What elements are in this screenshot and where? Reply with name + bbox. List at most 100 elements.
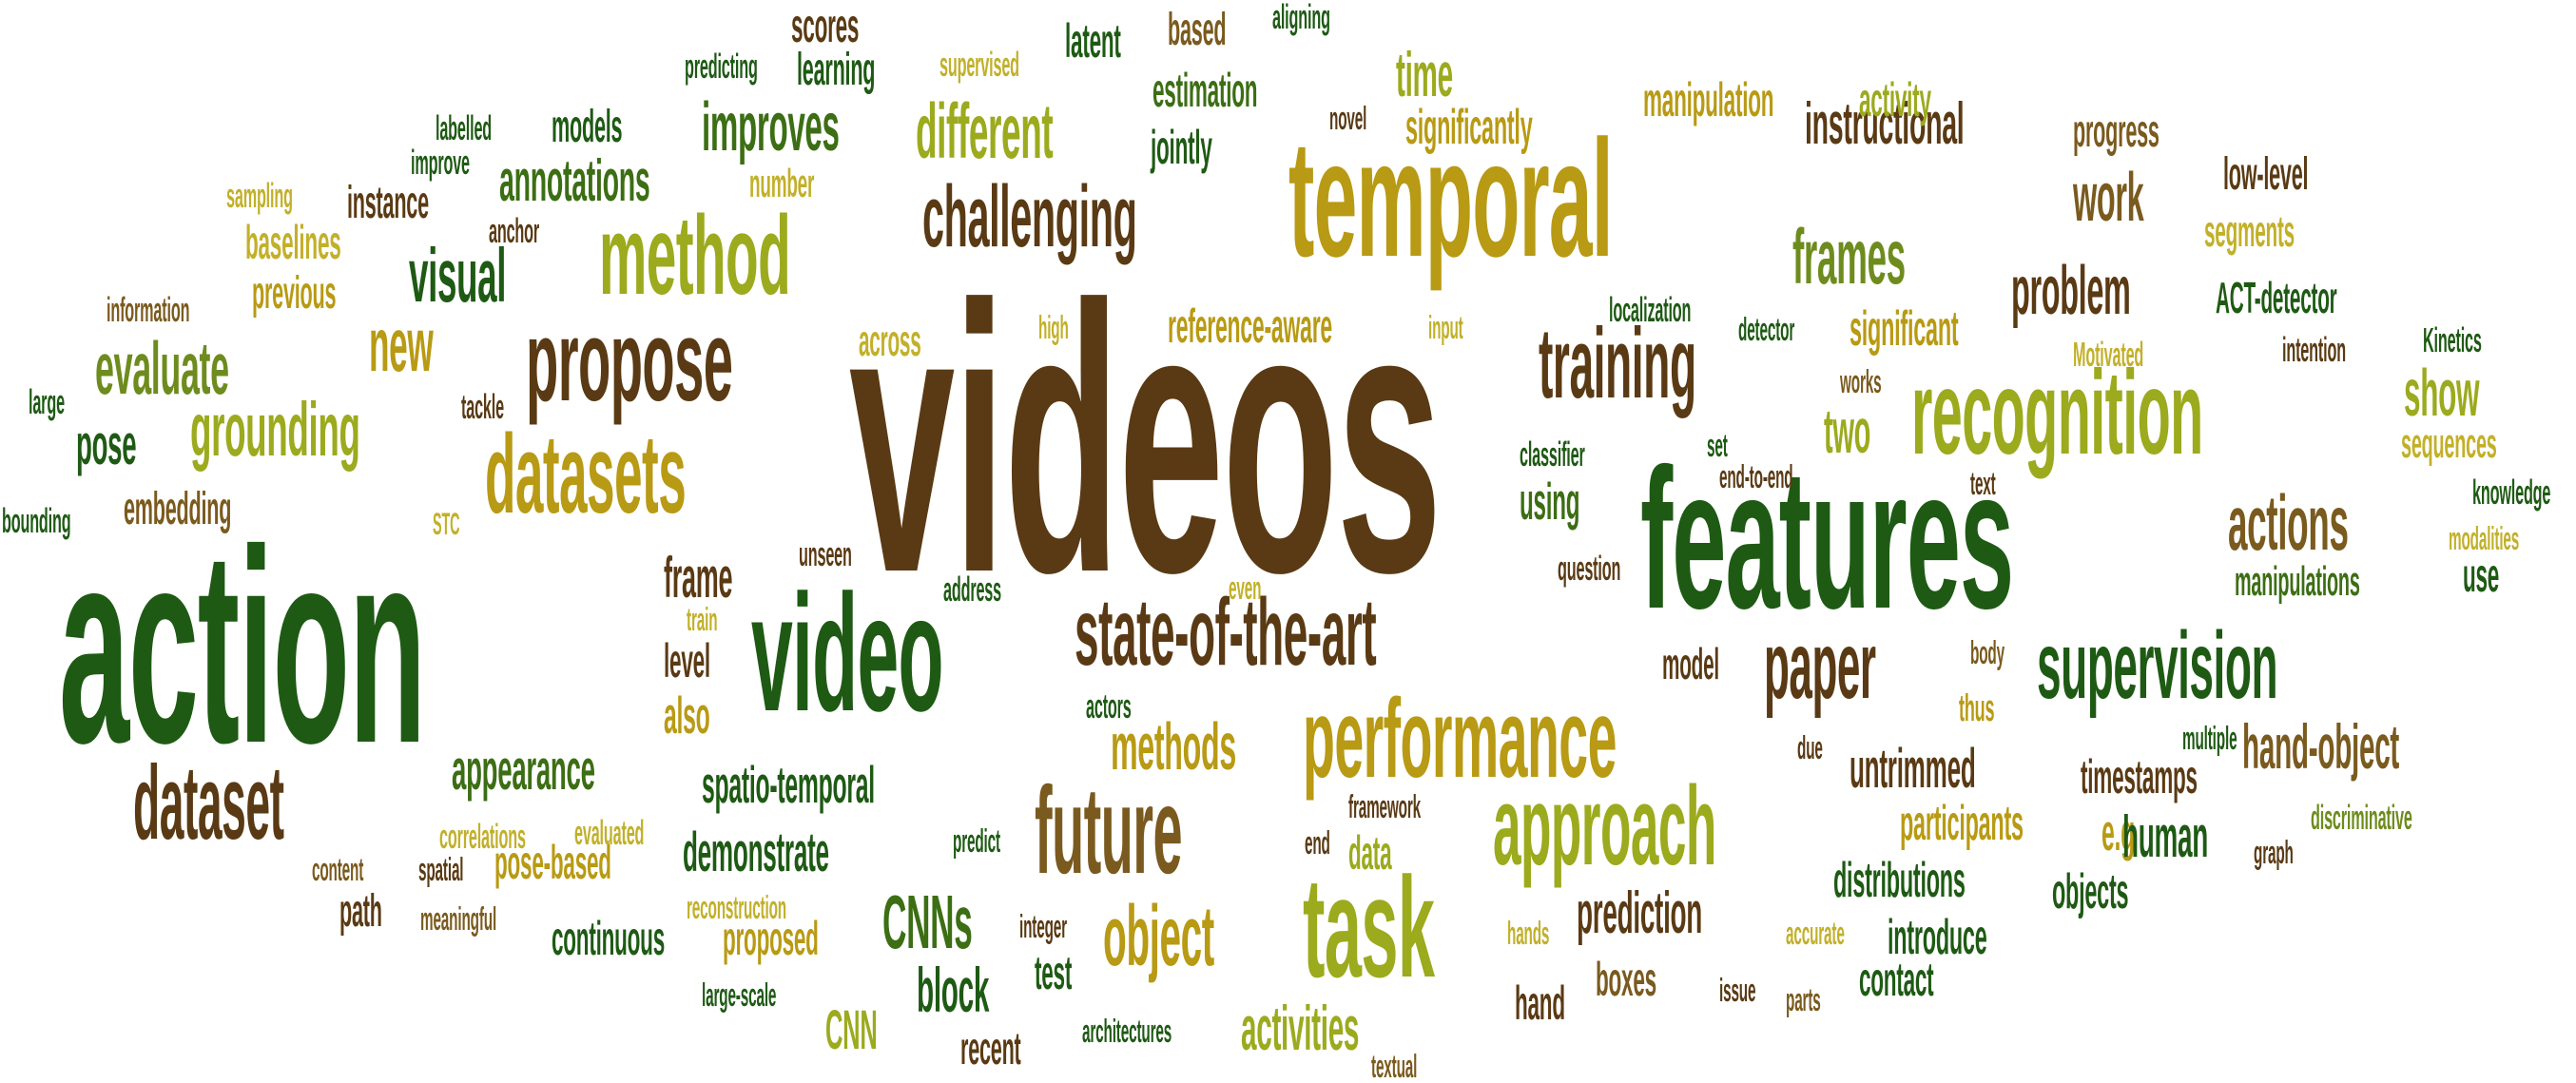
word-action: action bbox=[59, 493, 426, 801]
word-show: show bbox=[2404, 356, 2480, 430]
word-modalities: modalities bbox=[2449, 521, 2520, 557]
word-body: body bbox=[1970, 635, 2005, 671]
word-spatio-temporal: spatio-temporal bbox=[702, 755, 875, 814]
word-novel: novel bbox=[1329, 101, 1367, 137]
word-low-level: low-level bbox=[2223, 149, 2309, 200]
word-framework: framework bbox=[1348, 789, 1422, 825]
word-predict: predict bbox=[953, 823, 1000, 860]
word-introduce: introduce bbox=[1888, 910, 1987, 965]
word-multiple: multiple bbox=[2182, 721, 2237, 757]
word-untrimmed: untrimmed bbox=[1850, 738, 1976, 800]
word-cnn: CNN bbox=[825, 999, 878, 1061]
word-approach: approach bbox=[1493, 764, 1716, 889]
word-hand: hand bbox=[1515, 977, 1565, 1030]
word-level: level bbox=[664, 634, 710, 687]
word-information: information bbox=[107, 290, 190, 329]
word-learning: learning bbox=[797, 45, 876, 95]
word-activity: activity bbox=[1859, 73, 1931, 126]
word-model: model bbox=[1662, 639, 1719, 688]
word-labelled: labelled bbox=[436, 108, 493, 147]
word-appearance: appearance bbox=[452, 738, 595, 802]
word-grounding: grounding bbox=[190, 387, 360, 472]
word-kinetics: Kinetics bbox=[2423, 320, 2482, 359]
word-human: human bbox=[2122, 804, 2209, 870]
word-participants: participants bbox=[1900, 796, 2024, 851]
word-reconstruction: reconstruction bbox=[687, 890, 786, 926]
word-issue: issue bbox=[1719, 973, 1756, 1009]
word-models: models bbox=[552, 102, 623, 152]
word-continuous: continuous bbox=[552, 912, 665, 965]
word-pose: pose bbox=[76, 413, 137, 476]
word-motivated: Motivated bbox=[2073, 335, 2144, 374]
word-annotations: annotations bbox=[499, 148, 650, 214]
word-state-of-the-art: state-of-the-art bbox=[1075, 579, 1377, 686]
word-features: features bbox=[1640, 427, 2014, 650]
word-parts: parts bbox=[1786, 982, 1821, 1018]
word-thus: thus bbox=[1959, 687, 1995, 729]
word-cnns: CNNs bbox=[882, 880, 973, 964]
word-unseen: unseen bbox=[799, 534, 852, 573]
word-evaluated: evaluated bbox=[574, 813, 645, 852]
word-datasets: datasets bbox=[485, 412, 687, 537]
word-methods: methods bbox=[1111, 709, 1236, 783]
word-knowledge: knowledge bbox=[2472, 473, 2551, 512]
word-across: across bbox=[859, 316, 921, 365]
word-objects: objects bbox=[2052, 864, 2129, 919]
word-propose: propose bbox=[526, 296, 733, 425]
word-high: high bbox=[1038, 310, 1069, 346]
word-sampling: sampling bbox=[226, 176, 293, 215]
word-bounding: bounding bbox=[2, 501, 71, 540]
word-use: use bbox=[2463, 549, 2500, 602]
word-training: training bbox=[1539, 308, 1696, 419]
word-graph: graph bbox=[2254, 835, 2294, 871]
word-also: also bbox=[664, 686, 710, 745]
word-instance: instance bbox=[347, 178, 429, 228]
word-contact: contact bbox=[1859, 953, 1934, 1006]
word-input: input bbox=[1428, 310, 1463, 346]
word-boxes: boxes bbox=[1596, 953, 1656, 1006]
word-hand-object: hand-object bbox=[2242, 711, 2400, 782]
word-improves: improves bbox=[702, 89, 840, 165]
word-baselines: baselines bbox=[245, 216, 341, 269]
word-tackle: tackle bbox=[461, 387, 504, 426]
word-predicting: predicting bbox=[685, 47, 758, 86]
word-video: video bbox=[751, 561, 944, 746]
word-actions: actions bbox=[2228, 480, 2349, 567]
word-large-scale: large-scale bbox=[702, 977, 777, 1014]
word-challenging: challenging bbox=[922, 168, 1137, 265]
word-e-g: e.g bbox=[2101, 803, 2136, 861]
word-performance: performance bbox=[1303, 676, 1617, 802]
word-videos: videos bbox=[849, 226, 1443, 651]
word-prediction: prediction bbox=[1577, 880, 1703, 946]
word-works: works bbox=[1840, 364, 1882, 400]
word-object: object bbox=[1103, 889, 1214, 984]
word-discriminative: discriminative bbox=[2311, 798, 2412, 837]
word-test: test bbox=[1035, 946, 1073, 999]
word-question: question bbox=[1558, 549, 1621, 588]
word-using: using bbox=[1520, 472, 1580, 531]
word-time: time bbox=[1396, 39, 1453, 109]
word-intention: intention bbox=[2282, 330, 2346, 369]
word-localization: localization bbox=[1609, 290, 1692, 329]
word-temporal: temporal bbox=[1288, 106, 1614, 292]
word-content: content bbox=[312, 852, 364, 888]
word-future: future bbox=[1035, 761, 1183, 899]
word-supervision: supervision bbox=[2037, 612, 2278, 719]
word-timestamps: timestamps bbox=[2081, 750, 2198, 803]
word-frames: frames bbox=[1792, 214, 1906, 300]
word-task: task bbox=[1303, 847, 1435, 1007]
word-visual: visual bbox=[409, 233, 507, 318]
word-even: even bbox=[1229, 571, 1262, 607]
word-classifier: classifier bbox=[1520, 435, 1585, 474]
word-correlations: correlations bbox=[439, 817, 526, 856]
word-end: end bbox=[1305, 825, 1330, 861]
word-progress: progress bbox=[2073, 106, 2160, 157]
word-scores: scores bbox=[791, 0, 860, 52]
word-recognition: recognition bbox=[1911, 347, 2203, 479]
word-block: block bbox=[917, 955, 990, 1025]
word-meaningful: meaningful bbox=[420, 901, 497, 938]
word-previous: previous bbox=[252, 268, 337, 319]
word-hands: hands bbox=[1507, 916, 1550, 952]
word-supervised: supervised bbox=[939, 45, 1019, 84]
word-dataset: dataset bbox=[133, 745, 284, 861]
